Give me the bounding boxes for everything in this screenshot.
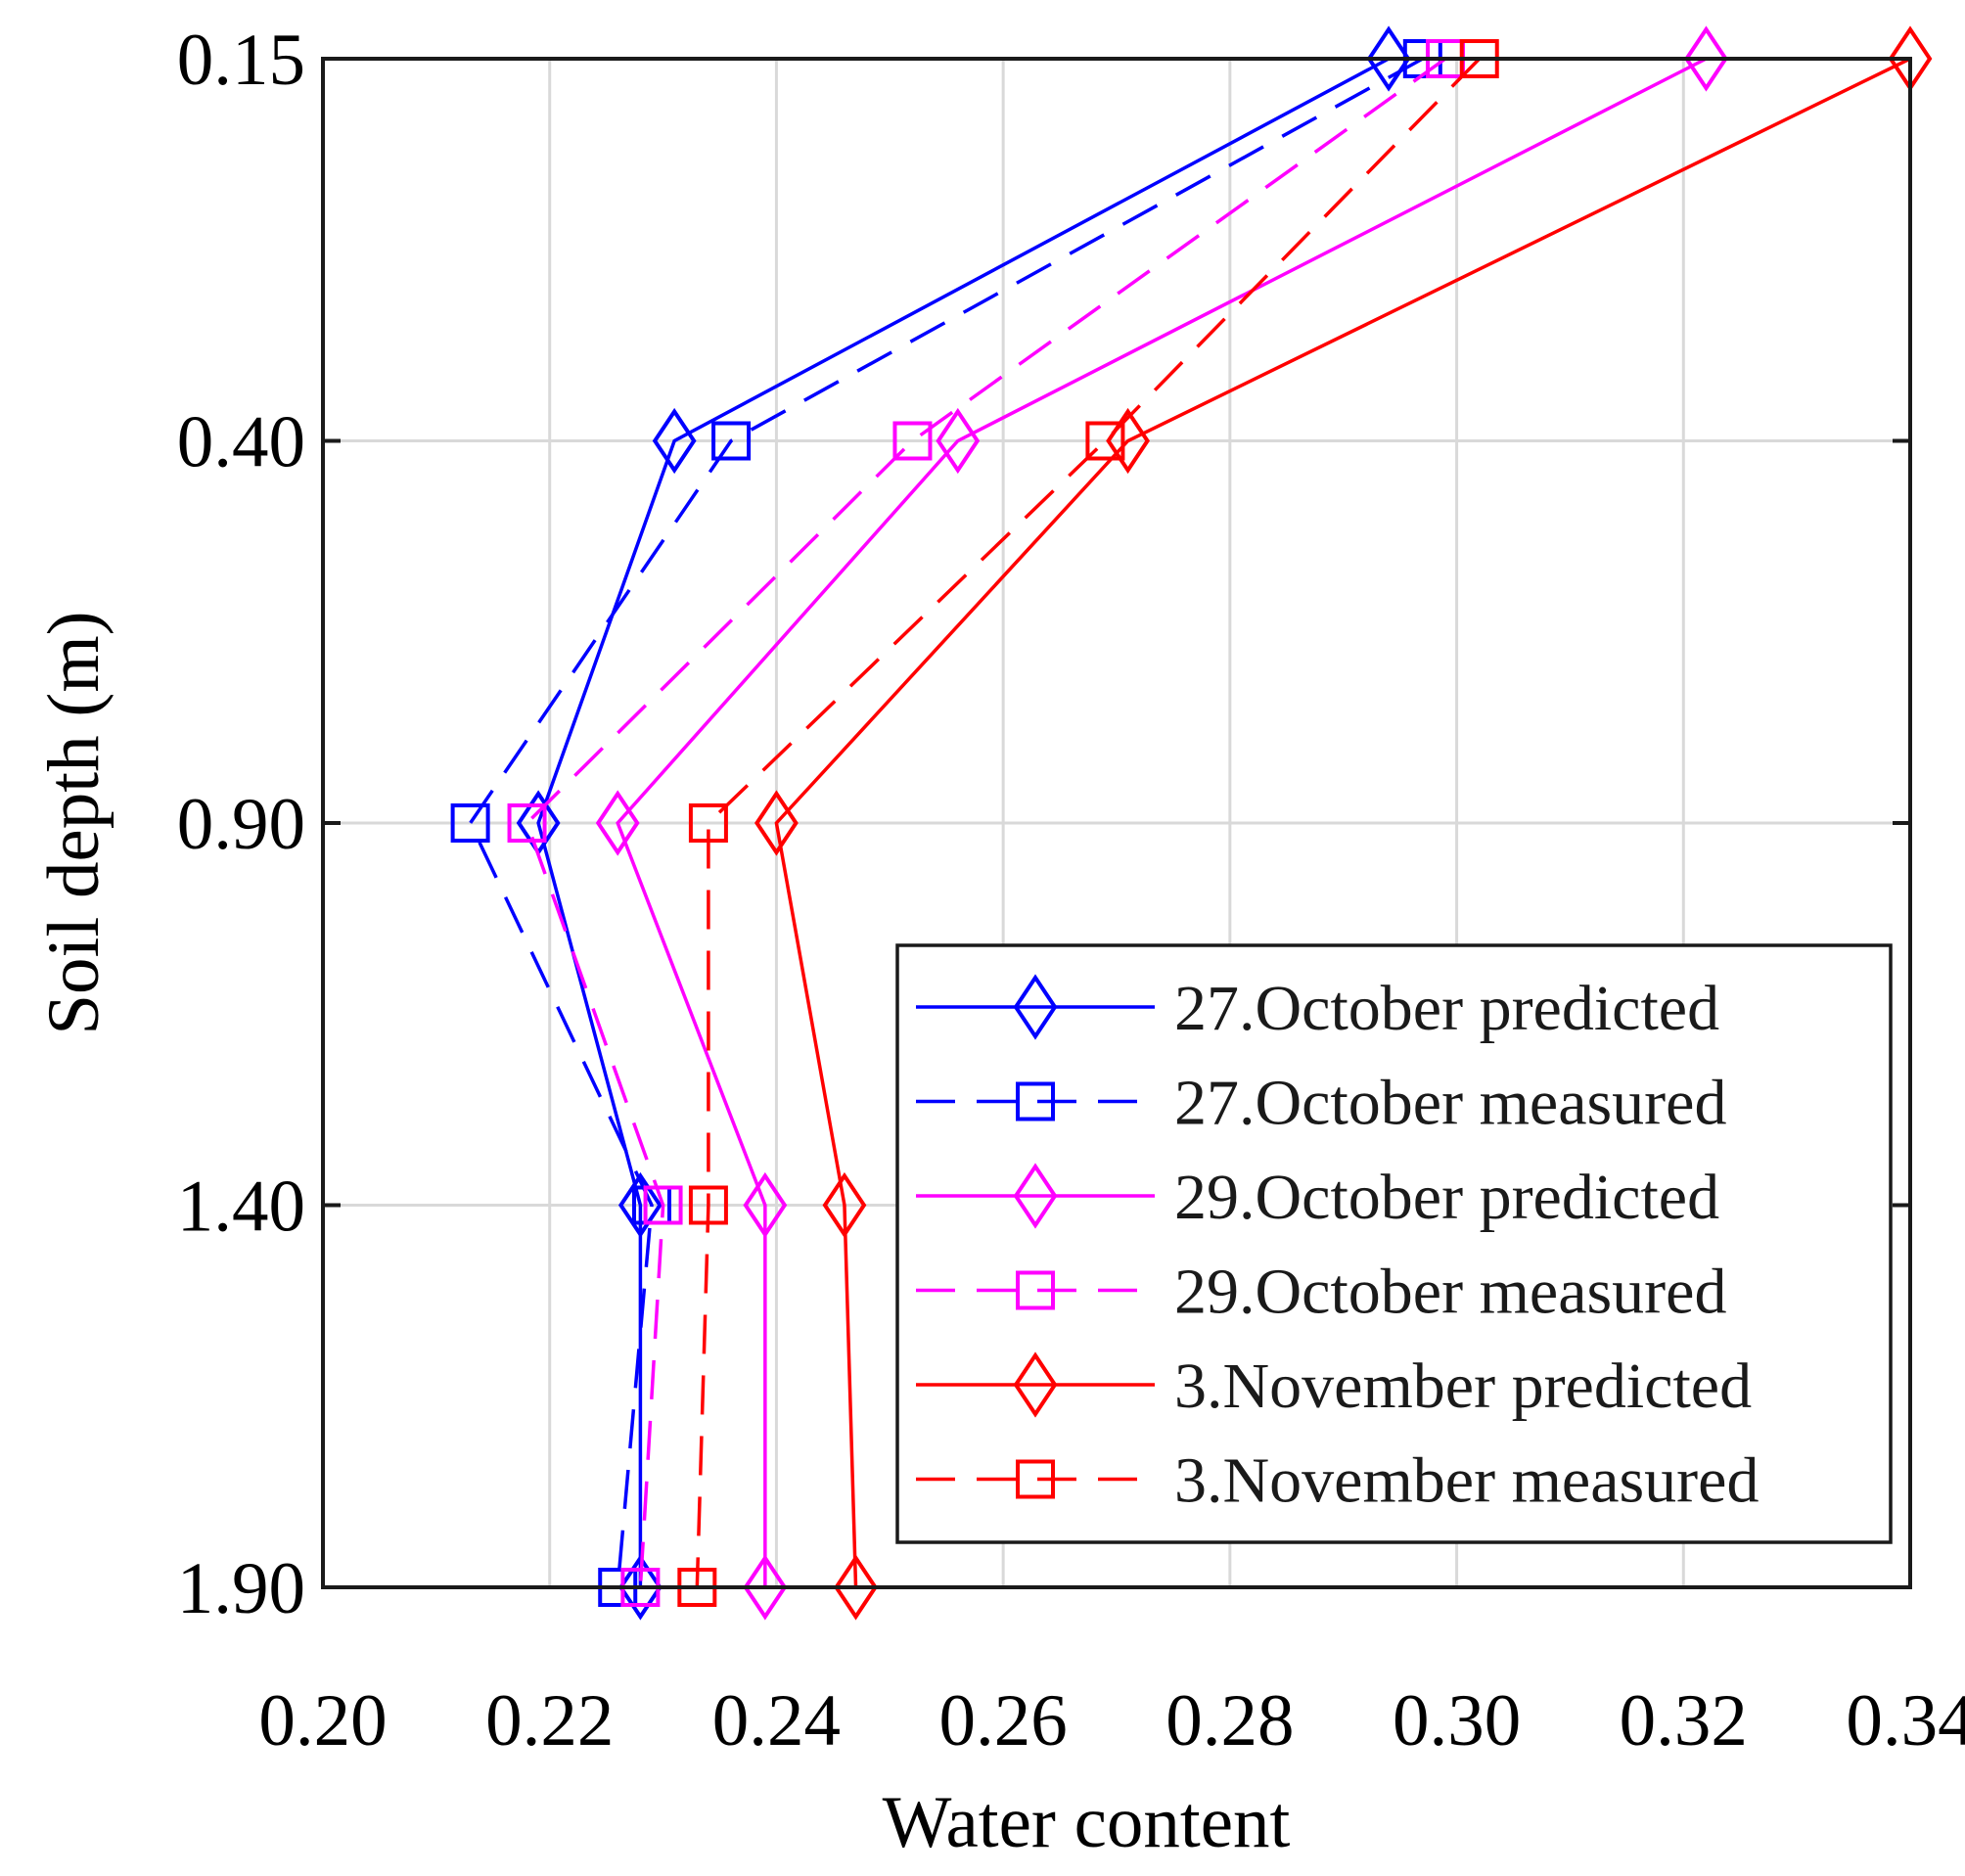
data-point (1085, 421, 1125, 461)
legend-marker (1013, 1351, 1058, 1418)
data-point (743, 1554, 788, 1621)
series-line (536, 57, 1390, 1587)
x-tick-label: 0.22 (485, 1680, 614, 1762)
x-tick-label: 0.32 (1620, 1680, 1748, 1762)
data-point (1366, 25, 1411, 92)
data-point (507, 803, 547, 843)
x-tick-label: 0.24 (712, 1680, 841, 1762)
data-point (688, 1185, 728, 1225)
series-line (525, 57, 1447, 1588)
y-tick-label: 1.90 (177, 1548, 305, 1629)
series-line (616, 57, 1708, 1587)
data-point (652, 407, 697, 475)
legend-label: 29.October measured (1174, 1257, 1726, 1328)
data-point (617, 1554, 663, 1621)
data-point (595, 790, 640, 856)
data-point (450, 803, 490, 843)
legend-marker (1013, 1163, 1058, 1229)
legend: 27.October predicted 27.October measured 2… (895, 943, 1893, 1544)
x-tick-label: 0.26 (939, 1680, 1068, 1762)
series-layer (450, 25, 1933, 1621)
series-line (695, 57, 1481, 1588)
x-axis-label: Water content (883, 1782, 1291, 1863)
legend-label: 29.October predicted (1174, 1162, 1719, 1233)
data-point (643, 1185, 683, 1225)
y-tick-label: 1.40 (177, 1167, 305, 1248)
series-group (595, 25, 1728, 1621)
legend-label: 3.November measured (1174, 1445, 1759, 1517)
data-point (1684, 25, 1728, 92)
legend-marker (1013, 974, 1058, 1040)
legend-label: 27.October predicted (1174, 973, 1719, 1044)
data-point (743, 1171, 788, 1239)
data-point (711, 421, 752, 461)
data-point (936, 407, 981, 475)
data-point (754, 790, 799, 856)
legend-label: 3.November predicted (1174, 1350, 1752, 1422)
legend-label: 27.October measured (1174, 1068, 1726, 1139)
data-point (892, 421, 933, 461)
y-tick-label: 0.15 (177, 20, 305, 101)
legend-marker (1016, 1081, 1055, 1121)
y-tick-label: 0.90 (177, 784, 305, 865)
series-line (774, 57, 1911, 1588)
x-tick-label: 0.34 (1846, 1680, 1965, 1762)
x-tick-label: 0.20 (258, 1680, 387, 1762)
legend-marker (1016, 1459, 1055, 1499)
tick-labels: 0.20 0.22 0.24 0.26 0.28 0.30 0.32 0.34 0.15 0.40… (177, 20, 1965, 1762)
y-axis-label: Soil depth (m) (33, 611, 114, 1034)
data-point (834, 1554, 878, 1621)
x-tick-label: 0.28 (1165, 1680, 1294, 1762)
data-point (822, 1171, 867, 1239)
data-point (617, 1171, 663, 1239)
data-point (688, 803, 728, 843)
legend-box (895, 943, 1893, 1544)
y-tick-label: 0.40 (177, 402, 305, 483)
legend-marker (1016, 1270, 1055, 1310)
x-tick-label: 0.30 (1393, 1680, 1521, 1762)
axis-ticks (323, 57, 1910, 1589)
